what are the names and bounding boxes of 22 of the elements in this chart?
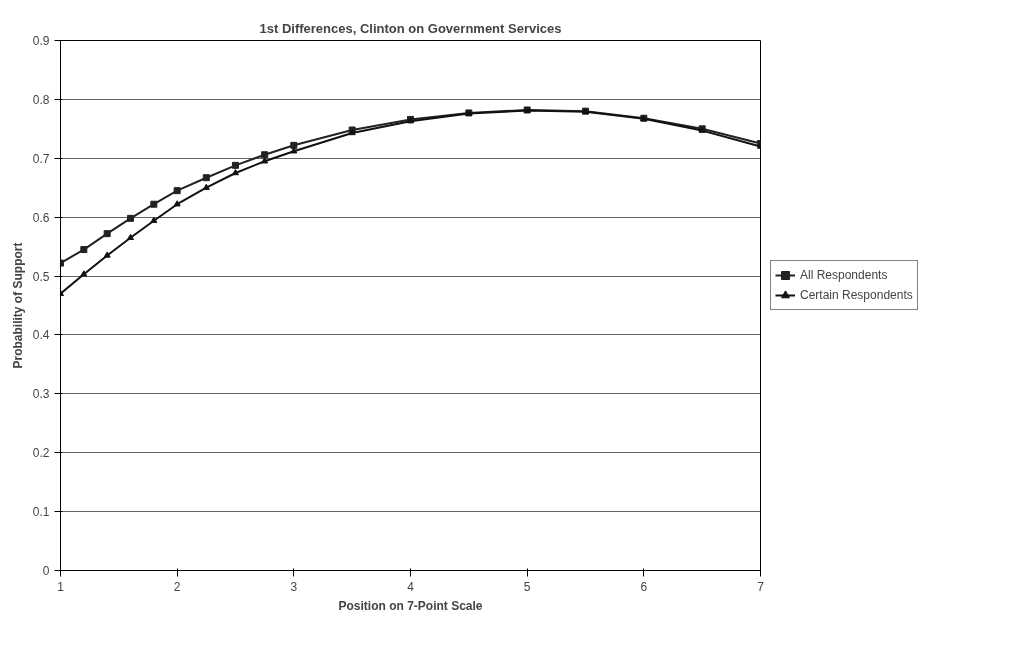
y-axis-title: Probability of Support: [10, 242, 25, 369]
legend-label: All Respondents: [800, 268, 888, 282]
y-tick-label: 0.9: [32, 34, 50, 48]
chart-title: 1st Differences, Clinton on Government Services: [259, 20, 562, 36]
y-tick-label: 0.5: [32, 269, 50, 284]
x-tick-label: 3: [290, 579, 298, 594]
y-tick-label: 0.1: [32, 505, 50, 520]
x-tick-label: 6: [640, 579, 648, 594]
y-tick-label: 0.4: [32, 328, 50, 343]
x-tick-label: 2: [173, 579, 181, 594]
x-tick-label: 5: [523, 579, 531, 594]
legend-label: Certain Respondents: [800, 288, 913, 302]
y-tick-label: 0.3: [32, 387, 50, 402]
x-axis-title: Position on 7-Point Scale: [338, 598, 483, 613]
y-tick-label: 0.7: [32, 151, 50, 166]
y-tick-label: 0.8: [32, 92, 50, 107]
y-tick-label: 0.2: [32, 446, 50, 461]
x-tick-label: 7: [757, 579, 765, 594]
x-tick-label: 1: [57, 579, 65, 594]
x-tick-label: 4: [407, 579, 415, 594]
y-tick-label: 0: [42, 564, 50, 578]
y-tick-label: 0.6: [32, 210, 50, 225]
